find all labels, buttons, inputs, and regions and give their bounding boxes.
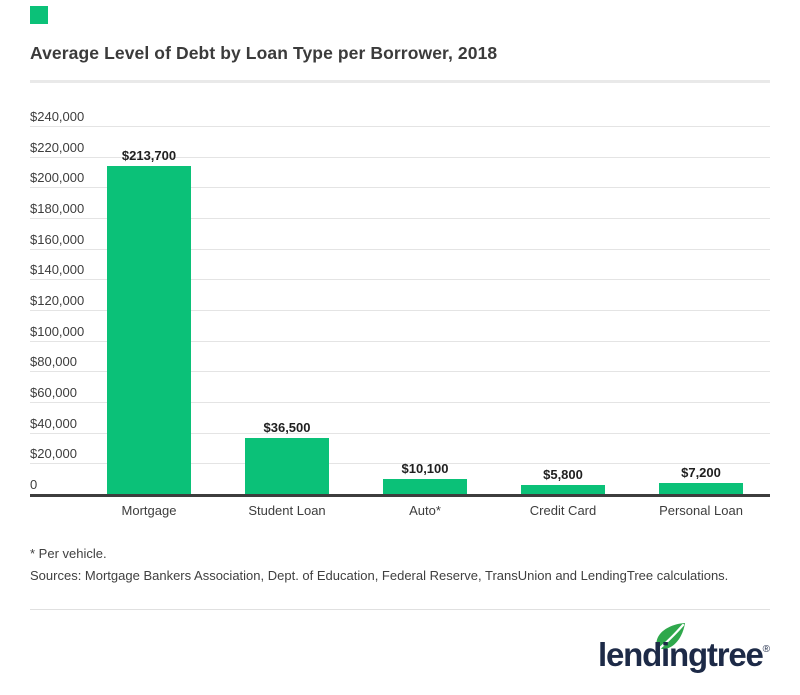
- x-tick-label-personal-loan: Personal Loan: [659, 503, 743, 518]
- chart-title: Average Level of Debt by Loan Type per B…: [30, 43, 498, 63]
- y-tick-label: $140,000: [30, 262, 85, 278]
- footer-divider: [30, 609, 770, 610]
- y-tick-label: $80,000: [30, 354, 77, 370]
- y-tick-label: $100,000: [30, 323, 85, 339]
- bar-value-label: $7,200: [681, 464, 721, 480]
- y-tick-label: $120,000: [30, 293, 85, 308]
- gridline: [30, 156, 770, 158]
- footnote-per-vehicle: * Per vehicle.: [30, 546, 107, 561]
- gridline: [30, 402, 770, 403]
- gridline: [30, 248, 770, 250]
- y-tick-label: $220,000: [30, 139, 85, 155]
- y-tick-label: $180,000: [30, 201, 85, 216]
- footnote-sources: Sources: Mortgage Bankers Association, D…: [30, 568, 729, 583]
- x-tick-label-credit-card: Credit Card: [529, 503, 597, 518]
- bar-value-label: $5,800: [543, 467, 583, 483]
- gridline: [30, 371, 770, 373]
- bar-column-mortgage: $213,700: [80, 126, 218, 494]
- y-tick-label: 0: [30, 477, 38, 492]
- bar-value-label: $213,700: [121, 148, 177, 164]
- x-tick-label-student-loan: Student Loan: [248, 503, 326, 518]
- y-tick-label: $20,000: [30, 446, 77, 462]
- bar-value-label: $10,100: [401, 460, 449, 476]
- gridline: [30, 340, 770, 342]
- bar-value-label: $36,500: [263, 420, 311, 436]
- gridline: [30, 463, 770, 465]
- gridline: [30, 310, 770, 311]
- registered-mark: ®: [762, 644, 771, 655]
- bar-column-auto: $10,100: [356, 126, 494, 494]
- gridline: [30, 218, 770, 219]
- y-tick-label: $60,000: [30, 385, 77, 400]
- gridline: [30, 126, 770, 127]
- y-tick-label: $40,000: [30, 415, 77, 431]
- leaf-icon: [656, 623, 685, 650]
- bar-personal-loan: [659, 482, 743, 494]
- brand-accent-square: [30, 6, 48, 24]
- bar-chart: $240,000 $220,000 $200,000 $180,000 $160,000…: [30, 109, 770, 518]
- chart-plot: $213,700 $36,500 $10,100 $5,800 $7,200: [80, 126, 770, 494]
- title-divider: [30, 80, 770, 83]
- logo-text: lendingtree®: [598, 636, 771, 673]
- gridline: [30, 432, 770, 434]
- lendingtree-logo: lendingtree®: [598, 618, 770, 682]
- x-axis-labels: Mortgage Student Loan Auto* Credit Card Pers…: [80, 503, 770, 518]
- bar-mortgage: [107, 166, 191, 494]
- bar-column-credit-card: $5,800: [494, 126, 632, 494]
- y-tick-label: $200,000: [30, 170, 85, 186]
- x-axis-line: [30, 494, 770, 497]
- bar-column-student-loan: $36,500: [218, 126, 356, 494]
- gridline: [30, 279, 770, 281]
- bar-auto: [383, 478, 467, 494]
- bar-credit-card: [521, 485, 605, 494]
- x-tick-label-auto: Auto*: [409, 503, 441, 518]
- bar-column-personal-loan: $7,200: [632, 126, 770, 494]
- y-tick-label: $240,000: [30, 109, 85, 124]
- gridline: [30, 187, 770, 189]
- x-tick-label-mortgage: Mortgage: [121, 503, 177, 518]
- y-tick-label: $160,000: [30, 231, 85, 247]
- bar-student-loan: [245, 438, 329, 494]
